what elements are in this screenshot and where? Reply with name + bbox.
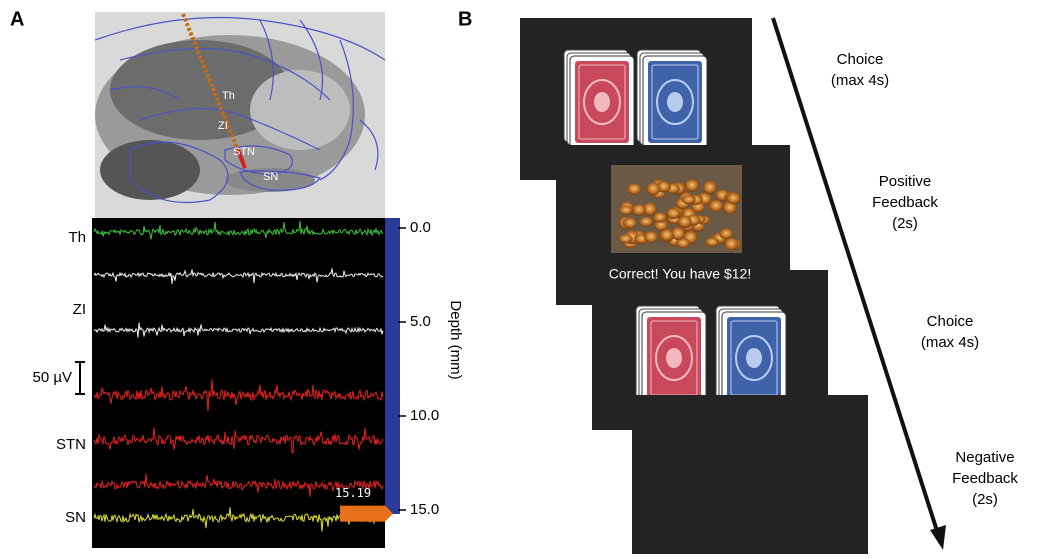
coin	[724, 238, 738, 250]
depth-bar	[385, 218, 400, 514]
phase-label: (max 4s)	[831, 72, 889, 89]
atlas-label: SN	[263, 171, 278, 183]
phase-label: Choice	[837, 51, 884, 68]
trace-label: ZI	[73, 301, 86, 318]
panel-label: B	[458, 8, 472, 30]
trace-label: SN	[65, 509, 86, 526]
coin	[619, 234, 633, 243]
feedback-text: Correct! You have $12!	[609, 266, 751, 282]
trace-label: Th	[68, 229, 86, 246]
coin	[623, 218, 637, 229]
atlas-image	[95, 12, 385, 218]
coin	[709, 200, 723, 212]
atlas-label: ZI	[218, 120, 228, 132]
tick-label: 0.0	[410, 219, 431, 236]
tick-label: 10.0	[410, 407, 439, 424]
coin	[726, 193, 740, 205]
coin	[703, 181, 717, 194]
coin	[646, 183, 660, 196]
phase-label: Feedback	[872, 194, 938, 211]
depth-axis-label: Depth (mm)	[447, 300, 464, 379]
atlas-label: Th	[222, 90, 235, 102]
coin	[682, 195, 696, 204]
scale-bar	[75, 362, 85, 394]
coin	[705, 238, 719, 247]
phase-label: Positive	[879, 173, 932, 190]
coin	[719, 228, 733, 239]
phase-label: (2s)	[892, 215, 918, 232]
phase-label: Feedback	[952, 470, 1018, 487]
figure: A Th ZI STN SN 0.0 5.0 10.0 15.0 15.19 Depth…	[0, 0, 1048, 554]
phase-label: (max 4s)	[921, 334, 979, 351]
phase-label: (2s)	[972, 491, 998, 508]
tick-label: 15.0	[410, 501, 439, 518]
trace-label: STN	[56, 436, 86, 453]
phase-label: Choice	[927, 313, 974, 330]
task-screens	[520, 18, 868, 554]
coin	[685, 179, 699, 192]
coin	[632, 204, 646, 216]
coin	[619, 206, 633, 215]
tick-label: 5.0	[410, 313, 431, 330]
coin	[653, 212, 667, 222]
coin	[644, 231, 658, 243]
atlas-label: STN	[233, 146, 255, 158]
coin	[627, 183, 641, 195]
phase-label: Negative	[955, 449, 1014, 466]
coin	[639, 217, 653, 227]
depth-marker-label: 15.19	[335, 486, 371, 500]
coin	[678, 216, 692, 228]
depth-marker	[340, 506, 393, 522]
coin	[666, 208, 680, 219]
panel-label: A	[10, 8, 24, 30]
scale-bar-label: 50 µV	[33, 369, 73, 386]
